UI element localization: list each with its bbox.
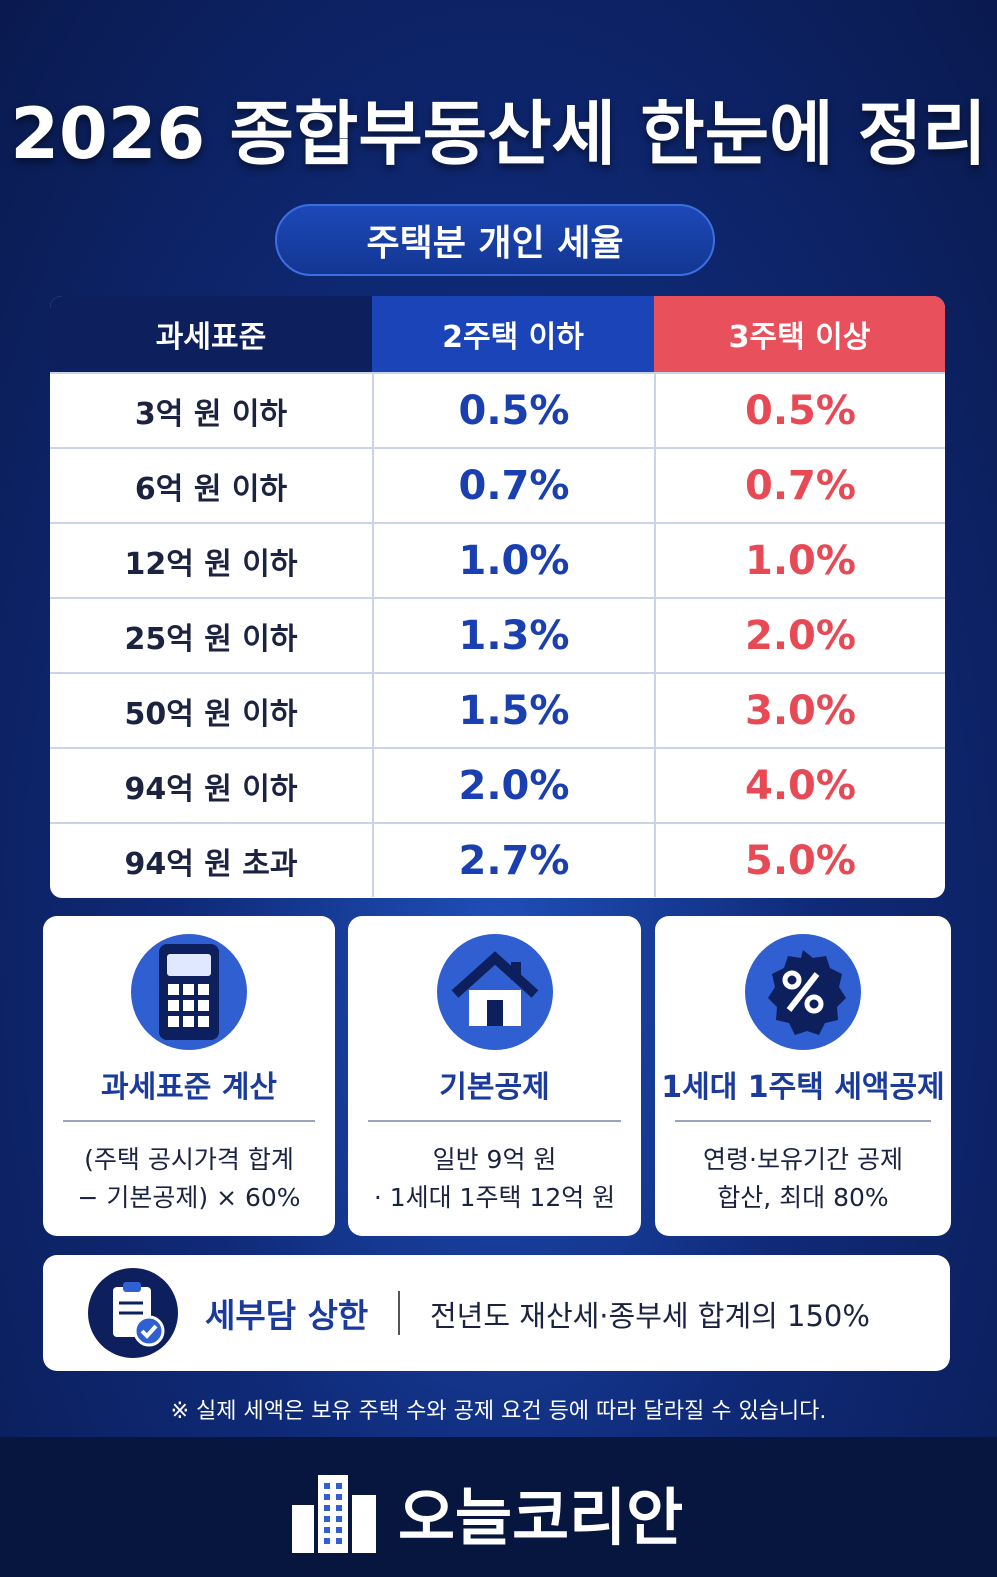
- card-title: 기본공제: [439, 1070, 550, 1105]
- card-icon: [435, 932, 555, 1052]
- divider: [63, 1120, 315, 1122]
- table-cell: 2.7%: [372, 822, 654, 897]
- subtitle: 주택분 개인 세율: [275, 204, 715, 276]
- table-cell: 94억 원 이하: [50, 747, 372, 822]
- divider: [675, 1120, 931, 1122]
- table-cell: 2.0%: [372, 747, 654, 822]
- table-cell: 1.3%: [372, 597, 654, 672]
- card-title: 과세표준 계산: [100, 1070, 278, 1105]
- table-cell: 0.7%: [654, 447, 945, 522]
- table-cell: 1.5%: [372, 672, 654, 747]
- cap-title: 세부담 상한: [205, 1296, 369, 1335]
- icon: [131, 934, 247, 1050]
- icon: [745, 934, 861, 1050]
- table-header: 2주택 이하: [372, 296, 654, 372]
- icon: [436, 934, 553, 1050]
- footer: 오늘코리안: [0, 1437, 997, 1577]
- card-text: 합산, 최대 80%: [717, 1183, 889, 1212]
- table-cell: 6억 원 이하: [50, 447, 372, 522]
- table-cell: 4.0%: [654, 747, 945, 822]
- table-header: 3주택 이상: [654, 296, 945, 372]
- cap-bar: 세부담 상한 전년도 재산세·종부세 합계의 150%: [43, 1255, 950, 1371]
- table-cell: 5.0%: [654, 822, 945, 897]
- card-icon: [743, 932, 863, 1052]
- card-icon: [129, 932, 249, 1052]
- table-cell: 3억 원 이하: [50, 372, 372, 447]
- table-cell: 0.5%: [372, 372, 654, 447]
- table-cell: 3.0%: [654, 672, 945, 747]
- table-cell: 0.7%: [372, 447, 654, 522]
- card-text: · 1세대 1주택 12억 원: [373, 1183, 616, 1212]
- table-cell: 1.0%: [654, 522, 945, 597]
- note: ※ 실제 세액은 보유 주택 수와 공제 요건 등에 따라 달라질 수 있습니다…: [170, 1399, 827, 1424]
- brand-logo: [288, 1465, 383, 1555]
- card-text: 연령·보유기간 공제: [703, 1145, 903, 1174]
- card: 과세표준 계산 (주택 공시가격 합계 − 기본공제) × 60%: [43, 916, 335, 1236]
- title: 2026 종합부동산세 한눈에 정리: [10, 93, 987, 175]
- table-cell: 25억 원 이하: [50, 597, 372, 672]
- divider: [398, 1291, 400, 1335]
- table-cell: 1.0%: [372, 522, 654, 597]
- card-text: (주택 공시가격 합계: [84, 1145, 294, 1174]
- icon: [292, 1475, 376, 1553]
- table-cell: 12억 원 이하: [50, 522, 372, 597]
- table-cell: 94억 원 초과: [50, 822, 372, 897]
- cap-icon: [87, 1267, 179, 1359]
- table-cell: 2.0%: [654, 597, 945, 672]
- cap-text: 전년도 재산세·종부세 합계의 150%: [430, 1299, 870, 1333]
- table-cell: 50억 원 이하: [50, 672, 372, 747]
- table-header: 과세표준: [50, 296, 372, 372]
- card-text: 일반 9억 원: [432, 1145, 557, 1174]
- card-text: − 기본공제) × 60%: [77, 1183, 301, 1212]
- divider: [368, 1120, 621, 1122]
- brand-name: 오늘코리안: [398, 1481, 684, 1554]
- table: 과세표준 2주택 이하 3주택 이상 3억 원 이하 0.5% 0.5% 6억 원 이하 0.…: [50, 296, 945, 898]
- icon: [88, 1268, 178, 1358]
- card-title: 1세대 1주택 세액공제: [661, 1070, 945, 1105]
- table-cell: 0.5%: [654, 372, 945, 447]
